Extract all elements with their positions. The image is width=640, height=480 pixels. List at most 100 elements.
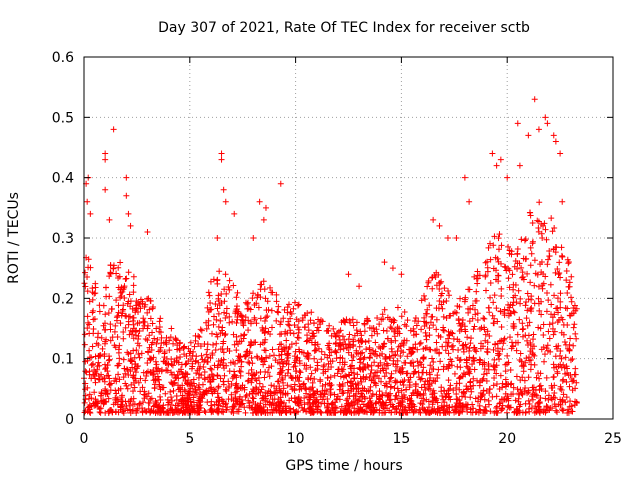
data-point (266, 373, 273, 380)
data-point (467, 394, 474, 401)
data-point (189, 352, 196, 359)
data-point (426, 302, 433, 309)
data-point (520, 333, 527, 340)
data-point (301, 405, 308, 412)
data-point (212, 347, 219, 354)
data-point (502, 361, 509, 368)
data-point (452, 403, 459, 410)
data-point (244, 300, 251, 307)
data-point (378, 378, 385, 385)
data-point (365, 338, 372, 345)
data-point (355, 405, 362, 412)
data-point (376, 321, 383, 328)
data-point (390, 319, 397, 326)
data-point (351, 374, 358, 381)
x-tick-label: 10 (287, 431, 305, 447)
data-point (197, 363, 204, 370)
data-point (552, 269, 559, 276)
data-point (275, 346, 282, 353)
data-point (255, 374, 262, 381)
data-point (563, 277, 570, 284)
data-point (484, 339, 491, 346)
data-point (388, 325, 395, 332)
data-point (398, 347, 405, 354)
data-point (96, 308, 103, 315)
data-point (565, 406, 572, 413)
data-point (189, 388, 196, 395)
data-point (438, 278, 445, 285)
data-point (300, 407, 307, 414)
data-point (358, 332, 365, 339)
data-point (142, 377, 149, 384)
data-point (567, 398, 574, 405)
data-point (266, 399, 273, 406)
data-point (280, 360, 287, 367)
data-point (542, 226, 549, 233)
data-point (130, 374, 137, 381)
data-point (303, 353, 310, 360)
data-point (506, 284, 513, 291)
data-point (386, 397, 393, 404)
data-point (401, 359, 408, 366)
data-point (276, 331, 283, 338)
data-point (545, 328, 552, 335)
data-point (275, 378, 282, 385)
data-point (209, 352, 216, 358)
data-point (230, 282, 237, 289)
data-point (534, 271, 541, 278)
data-point (514, 265, 521, 272)
data-point (291, 381, 298, 388)
data-point (321, 351, 328, 358)
data-point (250, 290, 257, 297)
data-point (404, 370, 411, 377)
data-point (304, 337, 311, 344)
data-point (107, 326, 114, 333)
data-point (305, 374, 312, 381)
data-point (559, 253, 566, 260)
data-point (242, 409, 249, 416)
data-point (493, 370, 500, 377)
data-point (445, 350, 452, 357)
data-point (471, 323, 478, 330)
data-point (165, 399, 172, 406)
data-point (181, 409, 188, 416)
data-point (520, 276, 527, 283)
data-point (480, 375, 487, 382)
data-point (556, 259, 563, 266)
data-point (445, 339, 452, 346)
data-point (401, 308, 408, 315)
data-point (439, 343, 446, 350)
data-point (137, 400, 144, 407)
data-point (473, 408, 480, 415)
data-point (354, 397, 361, 404)
data-point (214, 305, 221, 312)
data-point (481, 315, 488, 322)
data-point (363, 373, 370, 380)
data-point (465, 309, 472, 316)
data-point (276, 409, 283, 416)
data-point (468, 388, 475, 395)
data-point (332, 399, 339, 406)
data-point (262, 204, 269, 211)
data-point (86, 321, 93, 328)
data-point (571, 321, 578, 328)
data-point (373, 399, 380, 406)
data-point (149, 305, 156, 312)
data-point (208, 405, 215, 412)
data-point (222, 330, 229, 337)
data-point (317, 378, 324, 385)
data-point (486, 333, 493, 340)
data-point (89, 343, 96, 350)
data-point (430, 359, 437, 366)
data-point (159, 405, 166, 412)
data-point (526, 319, 533, 326)
data-point (493, 267, 500, 274)
data-point (503, 267, 510, 274)
data-point (293, 340, 300, 347)
data-point (106, 216, 113, 223)
data-point (327, 382, 334, 389)
data-point (245, 305, 252, 312)
data-point (350, 322, 357, 329)
data-point (264, 369, 271, 376)
data-point (469, 409, 476, 416)
